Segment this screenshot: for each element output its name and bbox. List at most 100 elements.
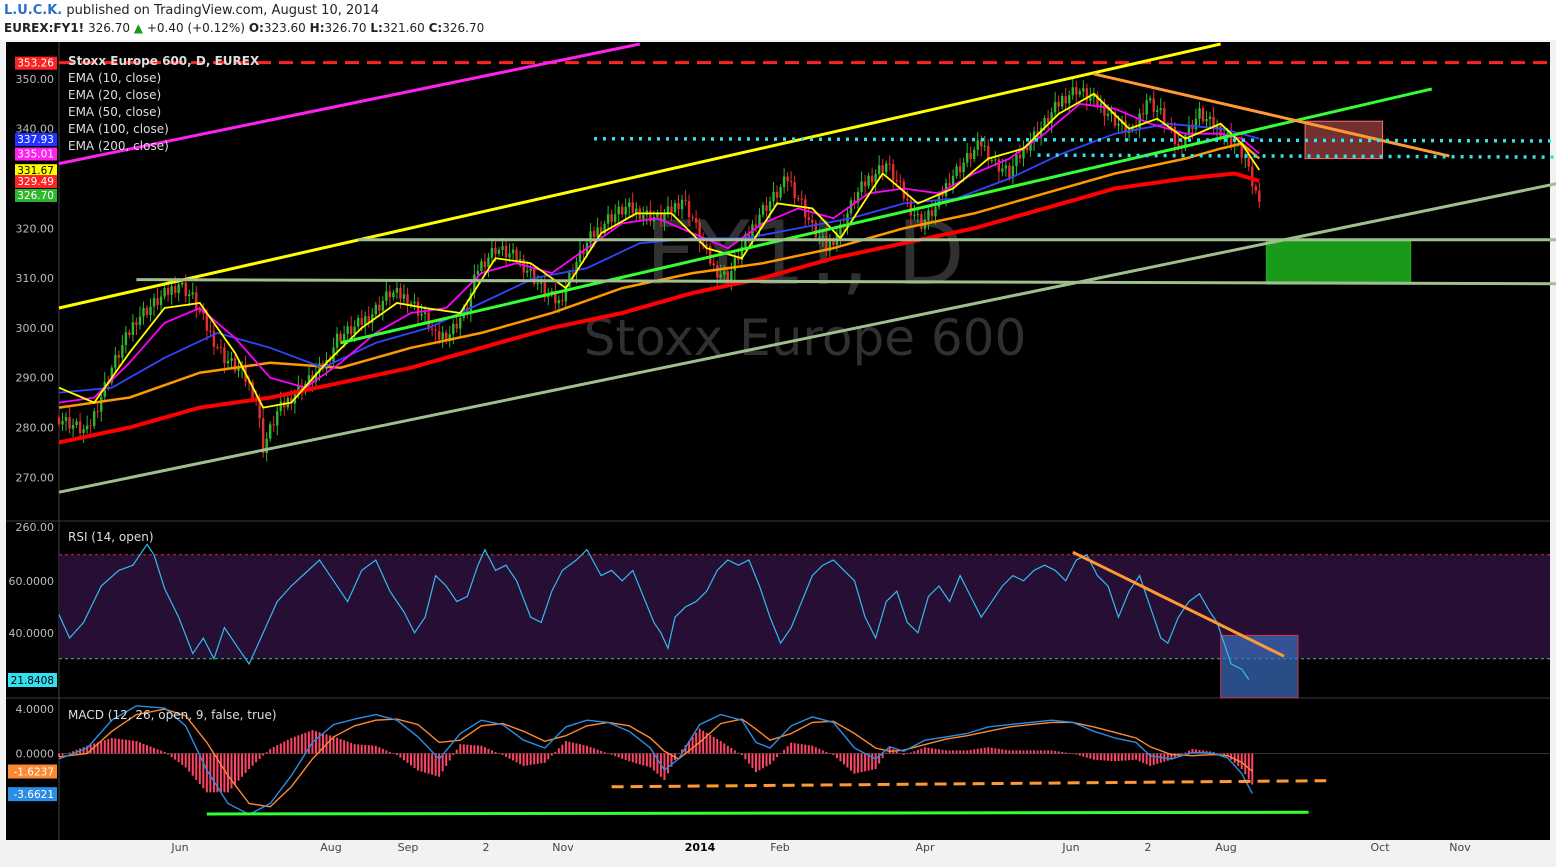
candle	[145, 305, 149, 318]
candle-body	[61, 420, 64, 425]
macd-hist-bar	[1223, 753, 1226, 756]
macd-hist-bar	[800, 744, 803, 754]
candle-body	[392, 292, 395, 298]
macd-hist-bar	[353, 744, 356, 754]
candle-body	[909, 200, 913, 216]
candle-body	[138, 316, 142, 325]
quote-line: EUREX:FY1! 326.70 ▲ +0.40 (+0.12%) O:323…	[4, 21, 484, 35]
rsi-tick-label: 60.0000	[9, 575, 55, 588]
macd-hist-bar	[304, 732, 307, 754]
candle-body	[694, 218, 698, 223]
macd-badge-label: -3.6621	[13, 789, 54, 801]
macd-hist-bar	[1050, 750, 1053, 754]
macd-hist-bar	[758, 753, 761, 771]
candle	[666, 196, 670, 219]
candle	[564, 280, 568, 310]
candle-body	[765, 205, 768, 211]
candle-body	[673, 203, 677, 213]
candle-body	[448, 334, 451, 342]
candle-body	[494, 248, 497, 254]
macd-hist-bar	[737, 752, 740, 754]
candle	[121, 335, 124, 363]
candle	[863, 175, 867, 195]
macd-hist-bar	[1117, 753, 1120, 762]
candle	[698, 217, 701, 253]
candle-body	[441, 332, 444, 340]
candle	[913, 204, 916, 221]
macd-hist-bar	[1244, 753, 1247, 775]
candle-body	[1046, 118, 1050, 123]
macd-hist-bar	[642, 753, 645, 766]
macd-hist-bar	[399, 753, 402, 758]
candle-body	[388, 291, 392, 298]
macd-hist-bar	[1212, 751, 1215, 754]
candle-body	[96, 411, 99, 413]
candle	[709, 243, 712, 267]
macd-hist-bar	[1138, 753, 1141, 762]
candle	[927, 205, 930, 230]
candle-body	[885, 163, 888, 173]
macd-hist-bar	[1184, 752, 1187, 754]
author-link[interactable]: L.U.C.K.	[4, 3, 63, 18]
macd-hist-bar	[688, 741, 691, 754]
macd-hist-bar	[540, 753, 543, 764]
macd-hist-bar	[367, 745, 370, 754]
candle-body	[962, 162, 965, 173]
candle-body	[941, 193, 944, 197]
macd-hist-bar	[1054, 750, 1057, 754]
candle-body	[856, 192, 860, 203]
candle	[955, 163, 958, 179]
macd-line	[58, 705, 1253, 816]
candle-body	[423, 312, 427, 314]
macd-hist-bar	[941, 749, 944, 754]
macd-hist-bar	[1011, 750, 1014, 754]
macd-hist-bar	[804, 744, 807, 754]
price-trendline	[340, 87, 1433, 345]
candle-body	[166, 288, 170, 295]
time-tick-label: Oct	[1370, 841, 1390, 854]
candle	[480, 258, 483, 274]
price-trendline	[58, 42, 1221, 310]
candle	[61, 412, 64, 431]
candle-body	[930, 210, 934, 217]
macd-hist-bar	[938, 749, 940, 754]
macd-hist-bar	[821, 750, 824, 754]
candle-body	[800, 198, 803, 200]
price-tick-label: 260.00	[16, 521, 55, 534]
candle-body	[951, 175, 955, 186]
candle-body	[328, 359, 332, 362]
macd-hist-bar	[899, 753, 902, 754]
candle	[920, 211, 923, 232]
macd-hist-bar	[93, 743, 96, 754]
candle	[135, 317, 138, 335]
candle-body	[364, 316, 367, 325]
macd-hist-bar	[596, 749, 599, 754]
macd-hist-bar	[1078, 753, 1081, 756]
candle-body	[818, 236, 821, 238]
candle-body	[589, 231, 592, 243]
rsi-axis: 60.0000 40.0000	[9, 575, 55, 640]
macd-hist-bar	[645, 753, 648, 767]
macd-hist-bar	[747, 753, 750, 764]
candle	[406, 287, 409, 314]
rsi-line	[58, 543, 1250, 680]
macd-hist-bar	[128, 740, 131, 754]
candle-body	[1219, 125, 1222, 139]
candle-body	[536, 283, 539, 285]
macd-hist-bar	[1061, 751, 1064, 754]
candle	[247, 375, 251, 391]
candle-body	[958, 166, 962, 173]
candle-body	[124, 332, 128, 346]
candle-body	[666, 206, 670, 214]
candle	[807, 207, 810, 225]
macd-hist-bar	[216, 753, 219, 793]
candle	[364, 311, 367, 335]
macd-hist-bar	[1156, 753, 1159, 764]
macd-hist-bar	[526, 753, 529, 766]
candle	[892, 159, 895, 191]
macd-hist-bar	[857, 753, 860, 773]
candle-body	[670, 206, 673, 213]
macd-hist-bar	[350, 742, 353, 754]
candle-body	[1032, 131, 1036, 142]
